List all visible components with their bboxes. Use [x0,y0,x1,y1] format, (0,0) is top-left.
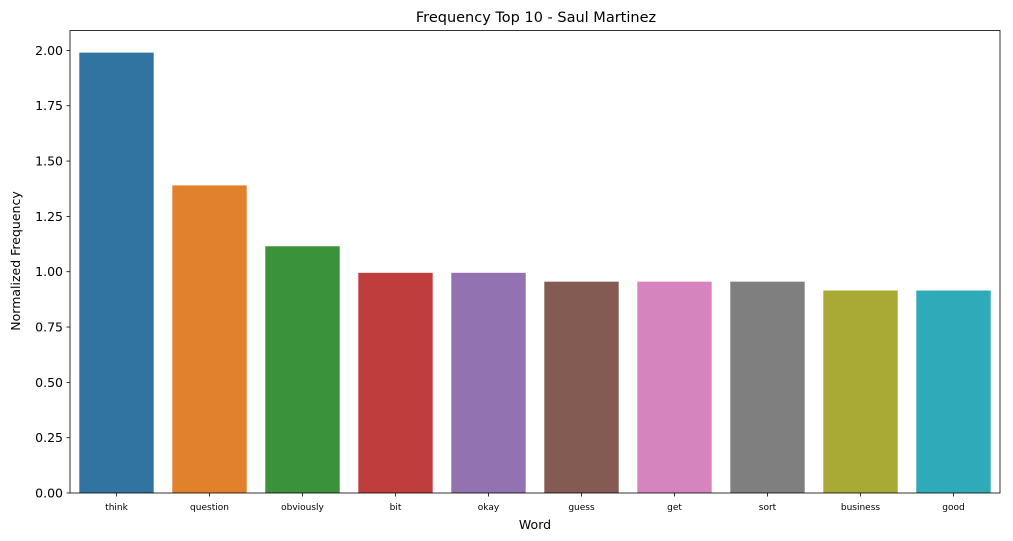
y-tick-label: 0.50 [35,375,63,390]
plot-frame [69,30,1001,494]
bar-sort [730,281,805,493]
y-tick-label: 0.00 [35,486,63,501]
y-axis-ticks: 0.00 0.25 0.50 0.75 1.00 1.25 1.50 1.75 2.00 [35,43,70,501]
x-axis-label: Word [519,517,551,532]
y-tick-label: 0.75 [35,320,63,335]
x-tick-label-bit: bit [390,503,402,513]
bar-okay [451,272,526,493]
bar-obviously [265,246,340,493]
x-tick-label-think: think [105,503,128,513]
x-tick-label-guess: guess [568,503,595,513]
y-tick-label: 1.50 [35,154,63,169]
bar-good [916,290,991,493]
bar-get [637,281,712,493]
y-tick-label: 0.25 [35,430,63,445]
x-tick-label-business: business [841,503,881,513]
y-tick-label: 1.75 [35,98,63,113]
x-tick-label-good: good [942,503,964,513]
x-tick-label-okay: okay [478,503,500,513]
y-tick-label: 1.25 [35,209,63,224]
y-tick-label: 1.00 [35,264,63,279]
bar-bit [358,272,433,493]
x-tick-label-sort: sort [759,503,777,513]
x-tick-label-get: get [667,503,682,513]
bar-business [823,290,898,493]
bar-question [172,185,247,494]
bar-guess [544,281,619,493]
x-axis-ticks: think question obviously bit okay guess get sor… [105,493,965,513]
chart-title: Frequency Top 10 - Saul Martinez [416,10,656,26]
bars-group [79,52,991,494]
bar-think [79,52,154,494]
y-tick-label: 2.00 [35,43,63,58]
x-tick-label-question: question [190,503,229,513]
x-tick-label-obviously: obviously [281,503,324,513]
y-axis-label: Normalized Frequency [8,191,23,331]
